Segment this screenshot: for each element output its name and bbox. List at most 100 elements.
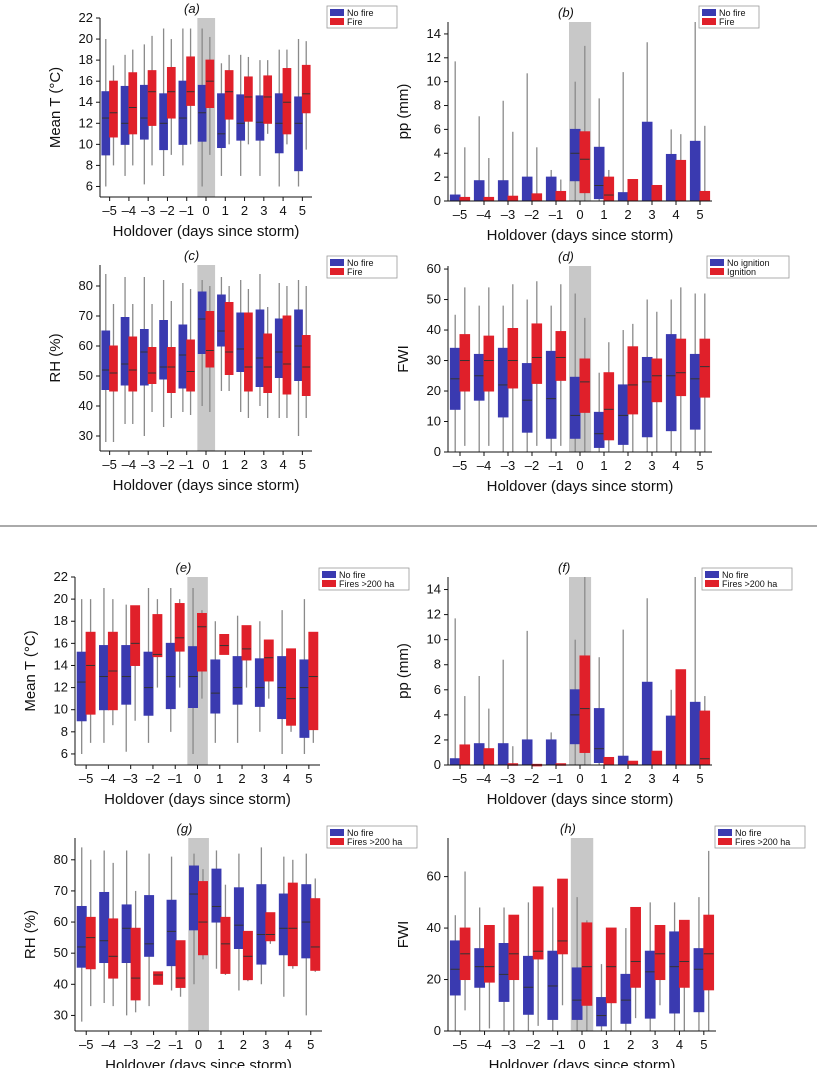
y-tick-label: 40	[54, 976, 68, 991]
box-series-2	[675, 669, 687, 766]
box-series-2	[166, 66, 176, 119]
panel-letter: (c)	[184, 248, 199, 263]
y-tick-label: 0	[434, 757, 441, 772]
box-series-2	[224, 302, 234, 375]
x-tick-label: 2	[238, 771, 245, 786]
x-tick-label: 2	[624, 458, 631, 473]
y-tick-label: 14	[54, 657, 68, 672]
box-series-2	[699, 710, 711, 766]
box-series-2	[130, 927, 141, 1001]
box-series-1	[689, 140, 701, 202]
box-series-2	[308, 631, 319, 731]
x-tick-label: –1	[179, 457, 193, 472]
box-series-1	[101, 330, 111, 390]
x-axis-label: Holdover (days since storm)	[105, 1057, 292, 1068]
box-series-2	[459, 334, 471, 392]
box-series-1	[236, 94, 246, 141]
box-series-2	[603, 176, 615, 202]
box-series-2	[627, 760, 639, 766]
panel-letter: (f)	[558, 560, 570, 575]
x-axis-label: Holdover (days since storm)	[113, 223, 300, 240]
x-tick-label: –2	[146, 1037, 160, 1052]
box-series-2	[244, 312, 253, 392]
x-axis-label: Holdover (days since storm)	[487, 227, 674, 244]
box-series-2	[603, 756, 615, 766]
y-tick-label: 14	[79, 94, 93, 109]
y-tick-label: 50	[79, 368, 93, 383]
x-tick-label: –4	[122, 457, 136, 472]
x-tick-label: –5	[453, 771, 467, 786]
y-tick-label: 8	[434, 657, 441, 672]
x-tick-label: 0	[202, 203, 209, 218]
box-series-1	[120, 85, 130, 145]
box-series-1	[665, 153, 677, 202]
box-series-2	[483, 335, 495, 392]
y-tick-label: 30	[79, 428, 93, 443]
box-series-1	[617, 192, 629, 202]
box-series-1	[254, 658, 265, 707]
x-tick-label: –3	[502, 1037, 516, 1052]
y-tick-label: 10	[54, 702, 68, 717]
legend-label: No ignition	[727, 258, 770, 268]
y-tick-label: 16	[79, 73, 93, 88]
box-series-2	[241, 625, 252, 661]
x-axis-label: Holdover (days since storm)	[487, 791, 674, 808]
x-tick-label: –1	[549, 207, 563, 222]
legend-frame	[714, 825, 806, 849]
y-tick-label: 22	[54, 569, 68, 584]
x-tick-label: –1	[179, 203, 193, 218]
x-tick-label: –3	[123, 771, 137, 786]
x-tick-label: 3	[260, 203, 267, 218]
y-tick-label: 30	[427, 353, 441, 368]
box-series-2	[263, 639, 274, 682]
x-tick-label: –2	[146, 771, 160, 786]
x-tick-label: 4	[285, 1037, 292, 1052]
y-tick-label: 12	[427, 50, 441, 65]
legend-label: No fire	[722, 570, 749, 580]
x-tick-label: 3	[648, 207, 655, 222]
box-series-1	[236, 312, 246, 372]
box-series-1	[76, 651, 87, 722]
box-series-2	[630, 906, 641, 988]
x-tick-label: –2	[526, 1037, 540, 1052]
box-series-1	[474, 948, 486, 988]
y-tick-label: 2	[434, 169, 441, 184]
x-tick-label: –2	[525, 771, 539, 786]
y-tick-label: 2	[434, 732, 441, 747]
box-series-1	[473, 180, 485, 202]
box-series-2	[581, 922, 593, 1006]
y-axis-label: pp (mm)	[395, 84, 412, 140]
box-series-2	[627, 179, 639, 202]
box-series-1	[449, 758, 461, 766]
box-series-1	[449, 940, 461, 996]
y-tick-label: 8	[434, 98, 441, 113]
x-tick-label: 5	[307, 1037, 314, 1052]
box-series-2	[198, 881, 208, 956]
box-series-2	[152, 614, 163, 658]
x-tick-label: 0	[194, 771, 201, 786]
box-series-1	[197, 84, 207, 142]
box-series-2	[175, 940, 186, 988]
box-series-1	[301, 884, 312, 959]
x-tick-label: –3	[141, 457, 155, 472]
y-tick-label: 70	[54, 883, 68, 898]
box-series-2	[109, 345, 118, 392]
x-tick-label: –1	[169, 1037, 183, 1052]
x-tick-label: –2	[525, 207, 539, 222]
x-tick-label: 1	[216, 771, 223, 786]
box-series-1	[473, 353, 485, 401]
panel-letter: (e)	[176, 560, 192, 575]
box-series-2	[603, 372, 615, 441]
box-series-1	[165, 642, 176, 710]
y-axis-label: Mean T (°C)	[22, 630, 39, 711]
box-series-1	[521, 363, 533, 433]
x-tick-label: 3	[651, 1037, 658, 1052]
legend-swatch	[705, 580, 719, 587]
y-tick-label: 12	[427, 607, 441, 622]
x-tick-label: 3	[261, 771, 268, 786]
y-tick-label: 20	[427, 383, 441, 398]
box-series-2	[310, 898, 321, 971]
box-series-1	[497, 743, 509, 766]
